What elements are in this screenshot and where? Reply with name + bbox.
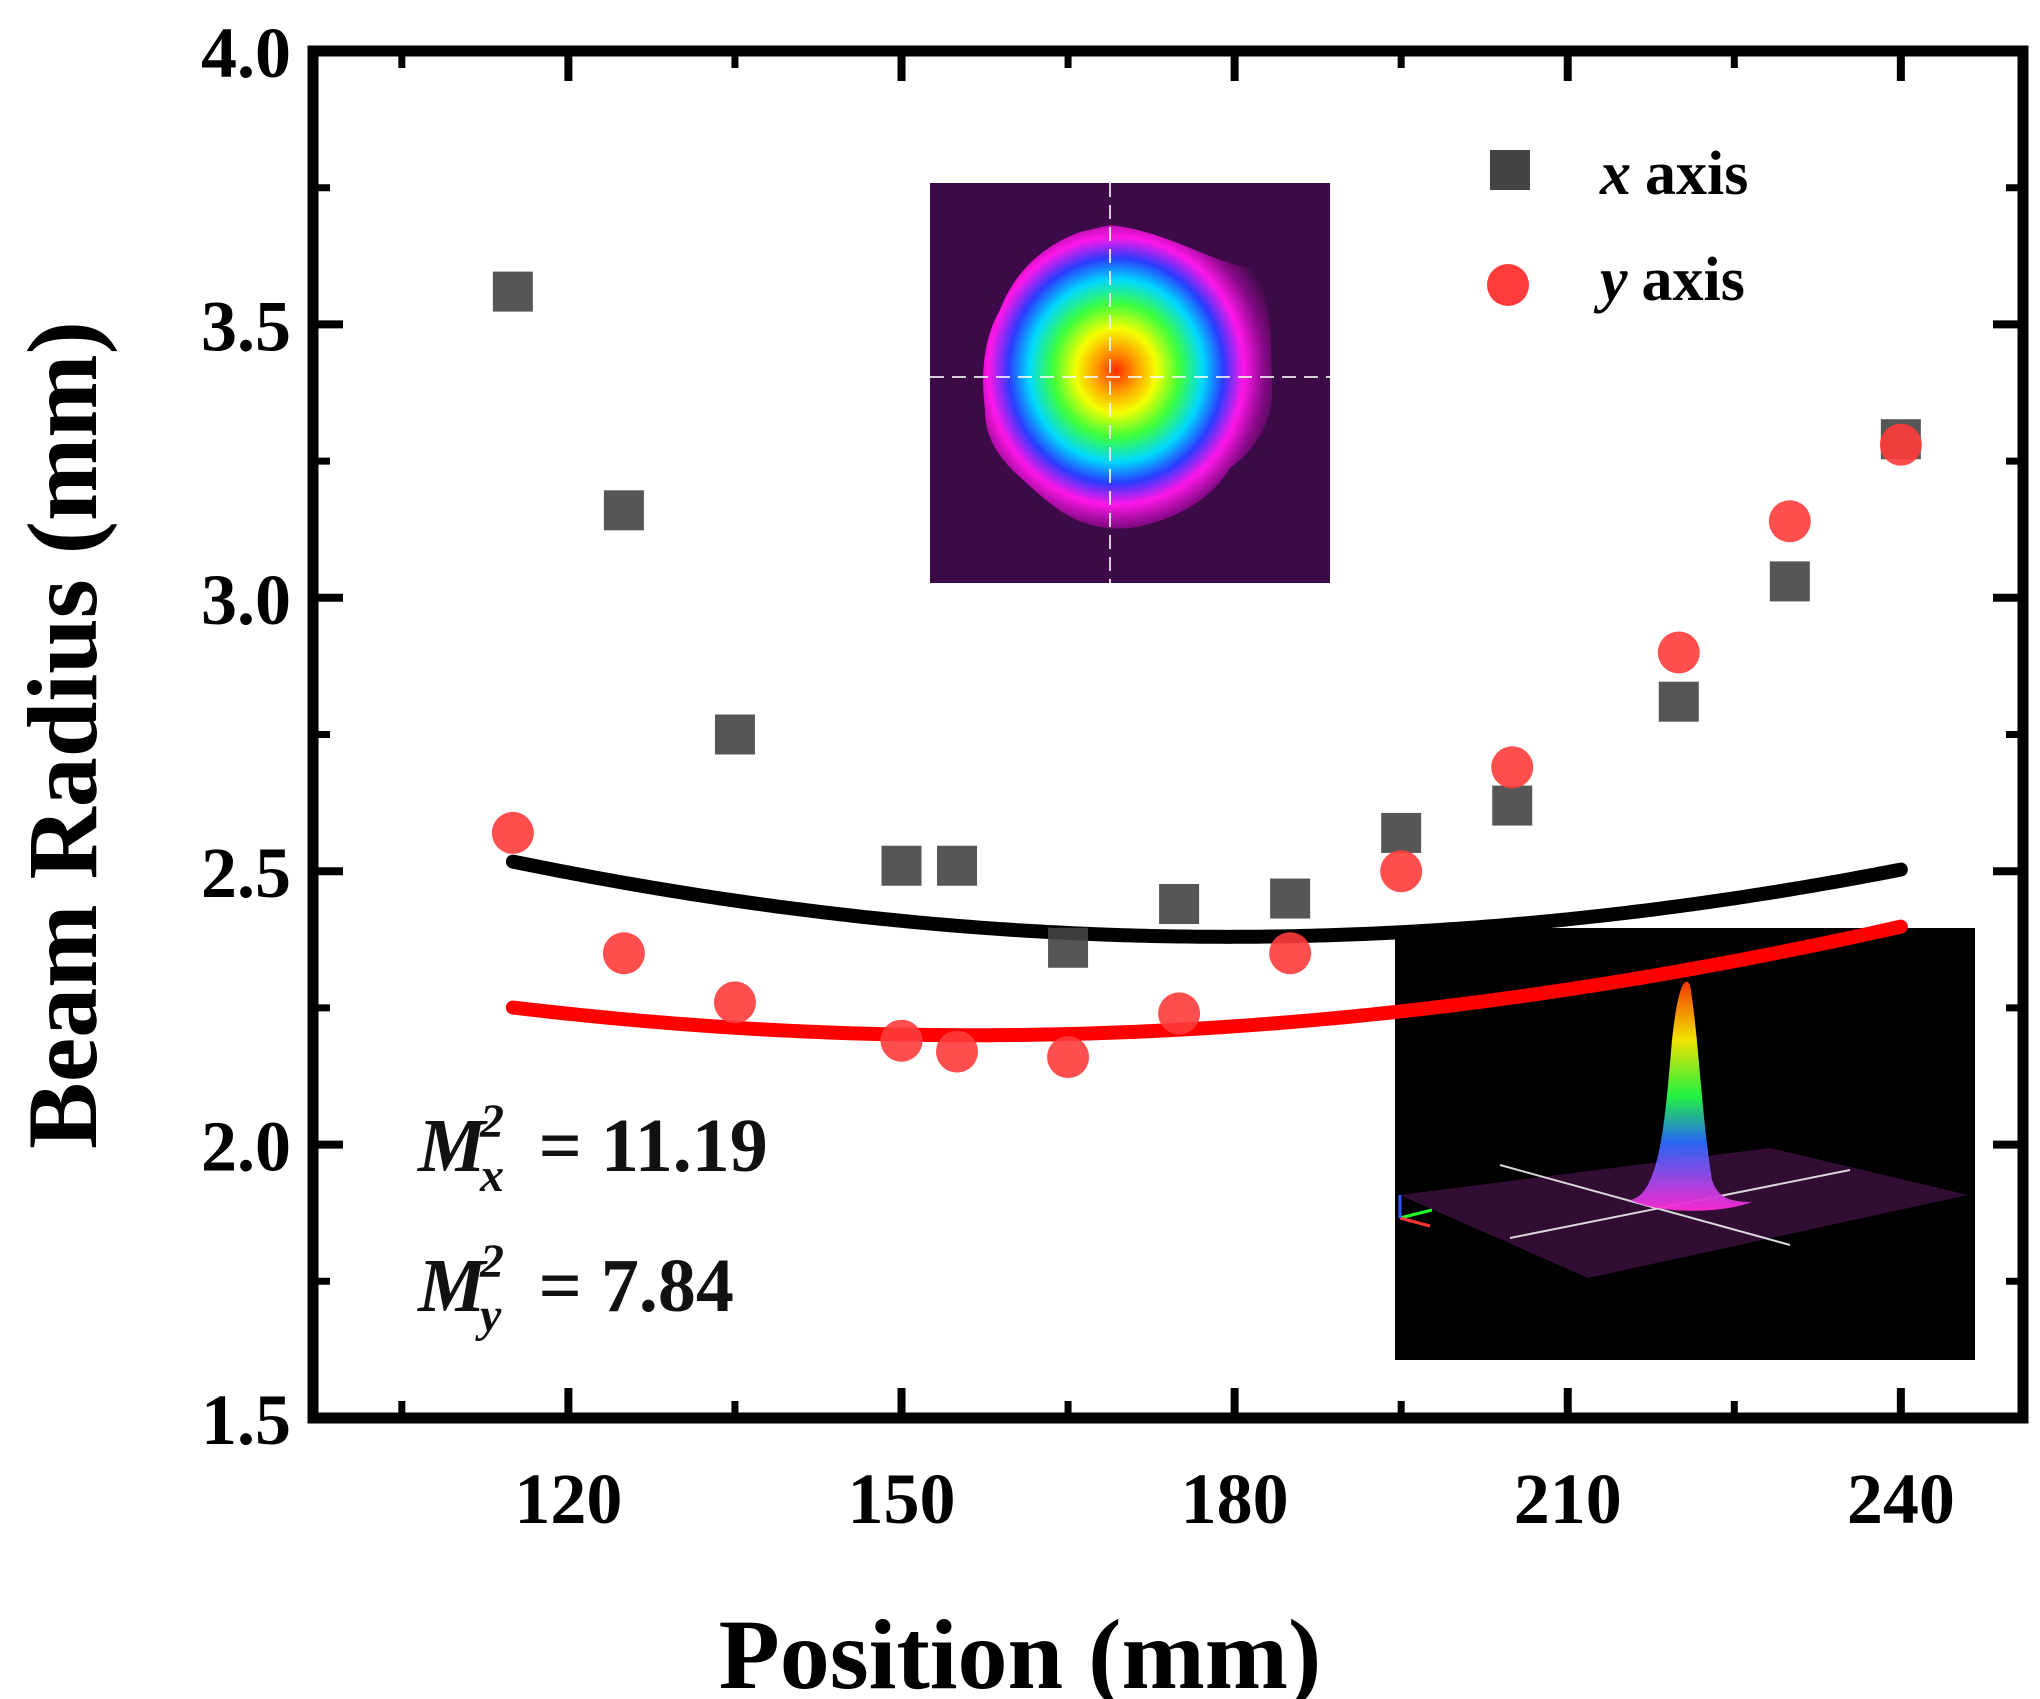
x-tick-labels: 120 150 180 210 240 (514, 1459, 1954, 1539)
data-point-x-axis (1769, 561, 1810, 602)
m2-x-subscript: x (480, 1149, 504, 1202)
data-point-x-axis (937, 845, 978, 886)
y-tick-label: 3.5 (201, 286, 291, 366)
data-point-y-axis (936, 1030, 979, 1073)
data-point-x-axis (603, 490, 644, 531)
m2-y-subscript: y (480, 1289, 502, 1342)
fit-curve-x-axis (505, 854, 1908, 944)
data-point-y-axis (1158, 992, 1201, 1035)
data-point-x-axis (714, 714, 755, 755)
data-point-y-axis (1380, 850, 1423, 893)
y-tick-label: 4.0 (201, 13, 291, 93)
data-point-x-axis (1381, 812, 1422, 853)
legend-label-y-axis: y axis (1593, 246, 1745, 314)
x-tick-label: 240 (1847, 1459, 1955, 1539)
data-point-x-axis (881, 845, 922, 886)
data-point-y-axis (1879, 423, 1922, 466)
y-tick-label: 2.5 (201, 833, 291, 913)
x-tick-label: 120 (514, 1459, 622, 1539)
beam-profile-2d-inset (930, 183, 1330, 583)
data-point-x-axis (1048, 927, 1089, 968)
m2-x-symbol: M (418, 1104, 486, 1188)
m2-x-superscript: 2 (480, 1095, 504, 1148)
x-axis-label: Position (mm) (719, 1599, 1322, 1699)
data-point-y-axis (1269, 932, 1312, 975)
data-point-x-axis (1159, 884, 1200, 925)
m2-x-value: = 11.19 (538, 1104, 768, 1188)
data-point-y-axis (491, 811, 534, 854)
m2-y-superscript: 2 (480, 1235, 504, 1288)
x-tick-label: 180 (1181, 1459, 1289, 1539)
beam-profile-3d-inset (1395, 928, 1975, 1360)
data-point-y-axis (1491, 746, 1534, 789)
m2-y-annotation: M 2 y = 7.84 (418, 1238, 734, 1340)
y-tick-labels: 1.5 2.0 2.5 3.0 3.5 4.0 (201, 13, 291, 1460)
data-point-x-axis (1492, 785, 1533, 826)
x-tick-label: 150 (848, 1459, 956, 1539)
data-point-y-axis (1657, 631, 1700, 674)
y-axis-label: Beam Radius (mm) (7, 321, 118, 1149)
plot-frame (307, 45, 2029, 1424)
data-point-y-axis (1768, 500, 1811, 543)
y-tick-label: 2.0 (201, 1107, 291, 1187)
legend-marker-x-axis (1490, 150, 1530, 190)
data-points (491, 271, 1922, 1079)
m2-y-symbol: M (418, 1244, 486, 1328)
legend-label-x-axis: x axis (1599, 140, 1748, 208)
fit-curves (505, 854, 1908, 1043)
x-tick-label: 210 (1514, 1459, 1622, 1539)
data-point-y-axis (1047, 1036, 1090, 1079)
data-point-y-axis (713, 981, 756, 1024)
m2-x-annotation: M 2 x = 11.19 (418, 1098, 768, 1200)
data-point-y-axis (880, 1019, 923, 1062)
data-point-x-axis (1270, 878, 1311, 919)
m2-y-value: = 7.84 (538, 1244, 734, 1328)
y-tick-label: 3.0 (201, 560, 291, 640)
legend: x axis y axis (1487, 140, 1748, 314)
fit-curve-y-axis (505, 919, 1908, 1043)
data-point-y-axis (602, 932, 645, 975)
data-point-x-axis (1658, 681, 1699, 722)
y-tick-label: 1.5 (201, 1380, 291, 1460)
data-point-x-axis (492, 271, 533, 312)
legend-marker-y-axis (1487, 264, 1529, 306)
